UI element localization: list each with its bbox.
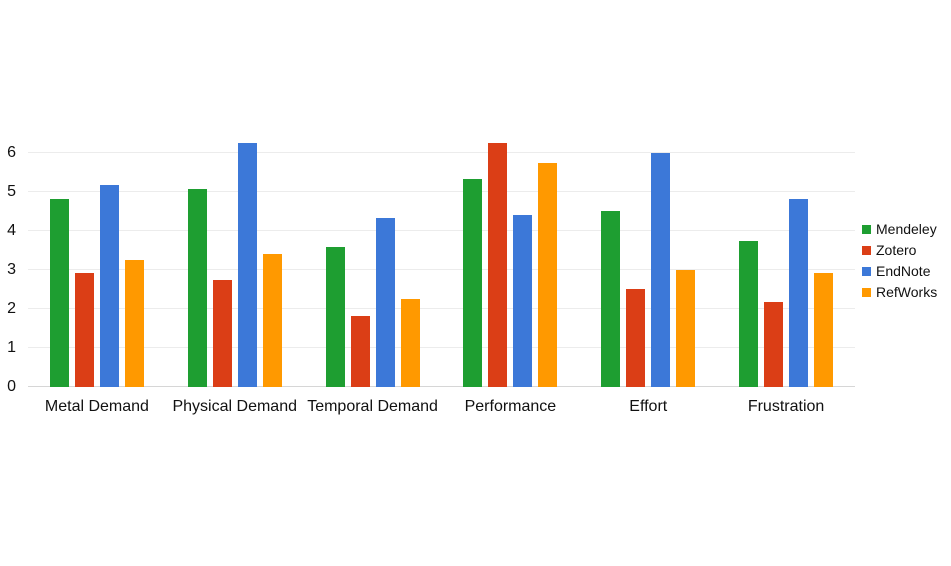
y-tick-label-1: 1 <box>7 338 16 356</box>
bar-zotero-temporal-demand <box>350 315 370 387</box>
bar-mendeley-temporal-demand <box>325 247 345 387</box>
bar-zotero-performance <box>488 143 508 387</box>
y-tick-label-5: 5 <box>7 182 16 200</box>
legend-label: RefWorks <box>876 284 938 300</box>
bar-mendeley-frustration <box>739 240 759 387</box>
y-tick-label-6: 6 <box>7 143 16 161</box>
x-axis: Metal Demand Physical Demand Temporal Dema… <box>28 398 855 420</box>
y-tick-label-2: 2 <box>7 299 16 317</box>
bar-zotero-physical-demand <box>212 279 232 387</box>
legend-item-mendeley: Mendeley <box>862 222 937 236</box>
y-tick-label-4: 4 <box>7 221 16 239</box>
bar-endnote-temporal-demand <box>375 218 395 387</box>
bar-refworks-effort <box>676 269 696 387</box>
x-category-label-effort: Effort <box>629 398 668 415</box>
bar-group-metal-demand <box>28 110 166 387</box>
gridline-y-2 <box>28 307 855 309</box>
gridline-y-6 <box>28 151 855 153</box>
gridline-y-4 <box>28 229 855 231</box>
legend-item-endnote: EndNote <box>862 264 937 278</box>
bar-group-effort <box>579 110 717 387</box>
bar-group-frustration <box>717 110 855 387</box>
legend-label: EndNote <box>876 263 931 279</box>
bar-endnote-physical-demand <box>237 143 257 387</box>
legend-swatch-mendeley <box>862 224 871 234</box>
legend-item-refworks: RefWorks <box>862 285 937 299</box>
gridline-y-1 <box>28 347 855 348</box>
bar-group-performance <box>442 110 580 387</box>
bar-endnote-performance <box>513 214 533 387</box>
bar-endnote-frustration <box>789 198 809 387</box>
legend-label: Mendeley <box>876 221 937 237</box>
legend-swatch-endnote <box>862 266 871 276</box>
x-category-label-metal-demand: Metal Demand <box>44 398 149 415</box>
bar-endnote-effort <box>651 152 671 387</box>
bar-zotero-effort <box>626 289 646 387</box>
x-category-label-temporal-demand: Temporal Demand <box>307 398 438 415</box>
bar-zotero-metal-demand <box>74 273 94 387</box>
bar-mendeley-metal-demand <box>49 198 69 387</box>
bar-mendeley-performance <box>463 179 483 387</box>
x-category-label-physical-demand: Physical Demand <box>172 398 297 415</box>
bar-group-temporal-demand <box>304 110 442 387</box>
bar-endnote-metal-demand <box>99 185 119 387</box>
x-category-label-frustration: Frustration <box>747 398 825 415</box>
bar-refworks-performance <box>538 162 558 387</box>
bar-mendeley-effort <box>601 211 621 387</box>
bar-refworks-metal-demand <box>124 260 144 387</box>
y-axis: 0 1 2 3 4 5 6 <box>0 110 18 394</box>
bar-zotero-frustration <box>764 302 784 387</box>
legend: Mendeley Zotero EndNote RefWorks <box>862 222 937 299</box>
bar-mendeley-physical-demand <box>187 188 207 387</box>
legend-swatch-zotero <box>862 245 871 255</box>
bar-refworks-physical-demand <box>262 253 282 387</box>
legend-swatch-refworks <box>862 287 871 297</box>
gridline-y-5 <box>28 190 855 192</box>
legend-item-zotero: Zotero <box>862 243 937 257</box>
bar-refworks-frustration <box>814 273 834 387</box>
gridline-y-3 <box>28 268 855 270</box>
x-axis-baseline <box>28 386 855 387</box>
y-tick-label-0: 0 <box>7 378 16 395</box>
plot-area <box>28 110 855 387</box>
y-tick-label-3: 3 <box>7 260 16 278</box>
legend-label: Zotero <box>876 242 917 258</box>
x-category-label-performance: Performance <box>464 398 557 415</box>
bar-refworks-temporal-demand <box>400 299 420 387</box>
bar-group-physical-demand <box>166 110 304 387</box>
